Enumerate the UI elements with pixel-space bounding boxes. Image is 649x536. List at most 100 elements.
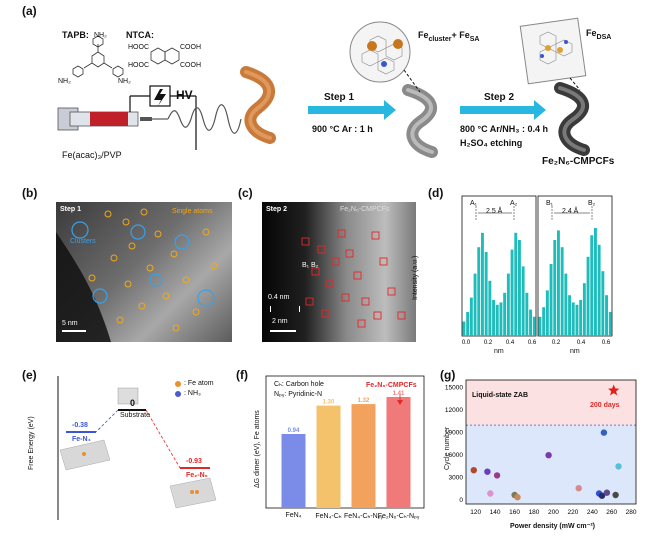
scale-label-c: 2 nm: [272, 318, 288, 325]
panel-b-label: (b): [22, 186, 38, 200]
fe-cluster-label: Fecluster+ FeSA: [418, 30, 480, 43]
step2-title: Step 2: [484, 92, 515, 103]
nh3-legend: : NH₃: [184, 390, 201, 397]
nh3-legend-icon: [175, 391, 181, 397]
panel-f-label: (f): [236, 368, 248, 382]
scatter-point: [615, 463, 622, 470]
bar-value-label: 1.30: [323, 400, 335, 406]
profile-bar: [575, 304, 579, 336]
pyridinic-note: Nₚᵧ: Pyridinic-N: [274, 391, 323, 398]
panel-g-frame: [465, 379, 637, 505]
panel-e-label: (e): [22, 368, 37, 382]
substrate-model: [117, 387, 139, 405]
profile-bar: [594, 228, 597, 336]
panel-g-xlabel: Power density (mW cm⁻²): [510, 523, 595, 530]
profile-bar: [529, 309, 532, 336]
fe2-n6-label: Fe₂-N₆: [186, 472, 208, 479]
liquid-zab-region: [466, 380, 636, 426]
panel-c-label: (c): [238, 186, 253, 200]
profile-right-tick: 0.2: [552, 340, 561, 346]
profile-bar: [579, 300, 583, 336]
scatter-point: [493, 472, 501, 479]
tapb-nh2-top: NH₂: [94, 32, 107, 39]
stem-image-step1: Step 1 Single atoms Clusters 5 nm: [56, 202, 232, 342]
profile-bar: [538, 316, 542, 336]
substrate-label: Substrate: [120, 412, 150, 419]
fe-atom-legend-icon: [175, 381, 181, 387]
panel-f-frame: [265, 375, 425, 509]
fe-dsa-label: FeDSA: [586, 28, 612, 41]
step2-arrow: [460, 106, 534, 114]
x-tick-label: 240: [587, 509, 598, 516]
zero-energy-label: 0: [130, 398, 136, 408]
bar-category-label: Fe₂N₆-Cₕ-Nₚᵧ: [377, 513, 420, 520]
profile-bar: [488, 280, 492, 336]
fe-n4-label: Fe-N₄: [72, 436, 91, 443]
y-tick-label: 0: [459, 497, 463, 504]
profile-bar: [499, 302, 503, 336]
profile-bar: [469, 297, 473, 336]
b-atoms-label: B₁ B₂: [302, 262, 319, 269]
precursor-label: Fe(acac)₃/PVP: [62, 150, 122, 160]
y-tick-label: 6000: [449, 452, 464, 459]
tapb-nh2-right: NH₂: [118, 78, 131, 85]
fe2-n6-value: -0.93: [186, 458, 202, 465]
scatter-point: [600, 429, 608, 436]
fe-n4-value: -0.38: [72, 422, 88, 429]
scatter-point: [470, 467, 477, 474]
step1-title: Step 1: [324, 92, 355, 103]
stem-image-step2: Step 2 Fe₂N₆-CMPCFs B₁ B₂ 0.4 nm 2 nm: [262, 202, 416, 342]
distance-label: 0.4 nm: [268, 294, 290, 301]
panel-d-label: (d): [428, 186, 444, 200]
profile-bar: [492, 300, 495, 336]
profile-right-tick: 0.4: [577, 340, 586, 346]
profile-right-frame: [537, 195, 613, 337]
panel-f-bars: 0.94 1.30 1.32 1.41: [281, 391, 411, 508]
bar-value-label: 1.41: [393, 391, 405, 397]
profile-bar: [571, 302, 575, 336]
distance-marker: [270, 306, 300, 312]
profile-bar: [495, 304, 499, 336]
profile-bar: [466, 312, 470, 336]
ntca-label: NTCA:: [126, 30, 154, 40]
star-marker: [608, 384, 620, 396]
right-distance-annot: 2.4 Å: [562, 208, 579, 215]
x-tick-label: 140: [490, 509, 501, 516]
ntca-hooc-bottom: HOOC: [128, 62, 149, 69]
profile-right-bars: [538, 228, 612, 336]
profile-bar: [553, 240, 557, 336]
y-tick-label: 9000: [449, 430, 464, 437]
profile-left-tick: 0.0: [462, 340, 471, 346]
profile-bar: [564, 273, 568, 336]
profile-bar: [521, 266, 525, 336]
x-tick-label: 280: [626, 509, 637, 516]
profile-bar: [560, 247, 564, 336]
electrospin-wave: [167, 104, 242, 134]
panel-g-label: (g): [440, 368, 456, 382]
stem-markers-b: [56, 208, 218, 342]
stem-markers-c: [301, 229, 406, 328]
y-tick-label: 3000: [449, 475, 464, 482]
profile-bar: [545, 290, 549, 336]
panel-a-label: (a): [22, 4, 37, 18]
profile-ticks: 0.0 0.2 0.4 0.6 0.2 0.4 0.6: [462, 340, 611, 346]
stem-c-step-label: Step 2: [266, 206, 288, 213]
clusters-label: Clusters: [70, 238, 96, 245]
profile-bar: [597, 244, 601, 336]
x-tick-label: 200: [548, 509, 559, 516]
x-tick-label: 260: [606, 509, 617, 516]
ntca-hooc-top: HOOC: [128, 44, 149, 51]
step2-condition-2: H₂SO₄ etching: [460, 138, 523, 148]
ntca-molecule: [150, 47, 180, 65]
profile-bar: [542, 307, 546, 336]
profile-bar: [481, 232, 484, 336]
x-tick-label: 160: [509, 509, 520, 516]
profile-bar: [514, 232, 518, 336]
bar-value-label: 1.32: [358, 398, 370, 404]
profile-left-tick: 0.2: [484, 340, 493, 346]
bar-category-label: FeN₄-Cₕ-Nₚᵧ: [344, 513, 383, 520]
b1-label: B₁: [546, 200, 554, 207]
